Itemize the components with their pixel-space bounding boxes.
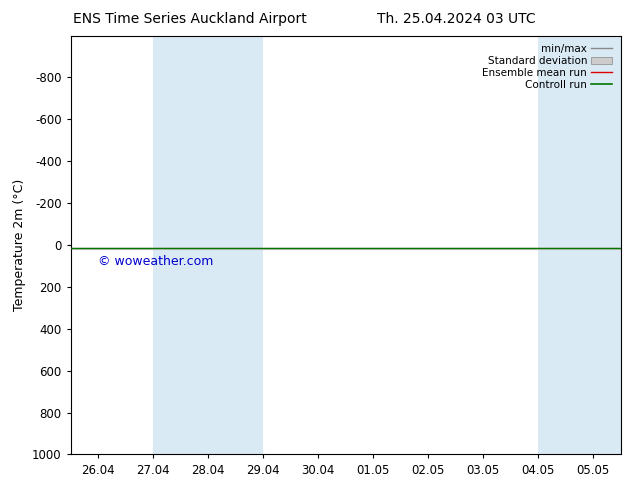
Y-axis label: Temperature 2m (°C): Temperature 2m (°C) (13, 179, 27, 311)
Legend: min/max, Standard deviation, Ensemble mean run, Controll run: min/max, Standard deviation, Ensemble me… (479, 41, 615, 93)
Text: © woweather.com: © woweather.com (98, 255, 214, 269)
Bar (538, 36, 621, 454)
Text: Th. 25.04.2024 03 UTC: Th. 25.04.2024 03 UTC (377, 12, 536, 26)
Text: ENS Time Series Auckland Airport: ENS Time Series Auckland Airport (74, 12, 307, 26)
Bar (153, 36, 263, 454)
